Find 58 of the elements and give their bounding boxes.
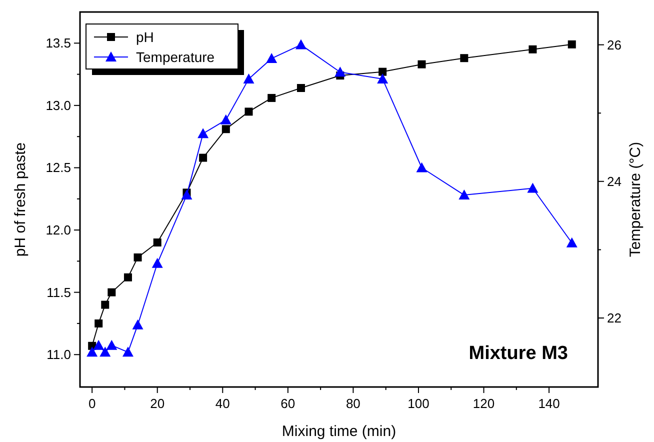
point xyxy=(528,45,537,54)
point xyxy=(93,340,104,350)
point xyxy=(378,68,387,76)
y-tick-label: 13.5 xyxy=(46,36,71,51)
x-tick-label: 140 xyxy=(538,396,560,411)
y-axis-title: pH of fresh paste xyxy=(12,142,29,257)
point xyxy=(458,190,470,200)
y2-tick-label: 22 xyxy=(607,310,622,326)
point xyxy=(334,66,346,77)
point xyxy=(377,73,388,84)
x-tick-label: 60 xyxy=(280,396,296,411)
point xyxy=(124,273,132,282)
x-tick-label: 120 xyxy=(472,396,495,411)
point xyxy=(527,182,538,193)
y-tick-label: 12.5 xyxy=(46,160,71,176)
point xyxy=(243,73,254,84)
point xyxy=(568,40,576,48)
y2-tick-label: 24 xyxy=(607,174,622,189)
point xyxy=(416,162,428,172)
y-tick-label: 11.0 xyxy=(46,347,71,362)
point xyxy=(220,114,232,124)
point xyxy=(295,39,306,50)
point xyxy=(181,190,192,200)
point xyxy=(153,238,162,246)
point xyxy=(100,346,111,357)
point xyxy=(268,94,276,102)
x-tick-label: 40 xyxy=(215,396,230,411)
y-tick-label: 13.0 xyxy=(46,98,71,113)
point xyxy=(199,154,208,162)
point xyxy=(566,237,578,248)
point xyxy=(101,300,110,309)
point xyxy=(106,340,118,350)
legend-label: Temperature xyxy=(136,49,215,65)
x-tick-label: 20 xyxy=(150,396,165,411)
y-tick-label: 12.0 xyxy=(46,222,71,238)
point xyxy=(134,253,142,262)
point xyxy=(460,54,468,62)
point xyxy=(266,52,278,63)
point xyxy=(122,346,134,357)
point xyxy=(296,84,305,92)
y-tick-label: 11.5 xyxy=(46,284,71,300)
point xyxy=(94,319,103,328)
annotation: Mixture M3 xyxy=(468,343,568,364)
point xyxy=(418,60,426,68)
legend-label: pH xyxy=(136,29,154,45)
x-tick-label: 0 xyxy=(88,396,96,411)
point xyxy=(132,319,144,330)
y2-tick-label: 26 xyxy=(607,37,622,52)
x-tick-label: 80 xyxy=(346,396,360,411)
x-tick-label: 100 xyxy=(408,396,430,411)
point xyxy=(152,258,163,268)
point xyxy=(244,108,253,116)
point xyxy=(86,346,98,357)
point xyxy=(108,288,116,296)
x-axis-title: Mixing time (min) xyxy=(282,423,396,440)
y2-axis-title: Temperature (°C) xyxy=(627,142,644,258)
point xyxy=(198,128,209,138)
point xyxy=(222,125,230,134)
